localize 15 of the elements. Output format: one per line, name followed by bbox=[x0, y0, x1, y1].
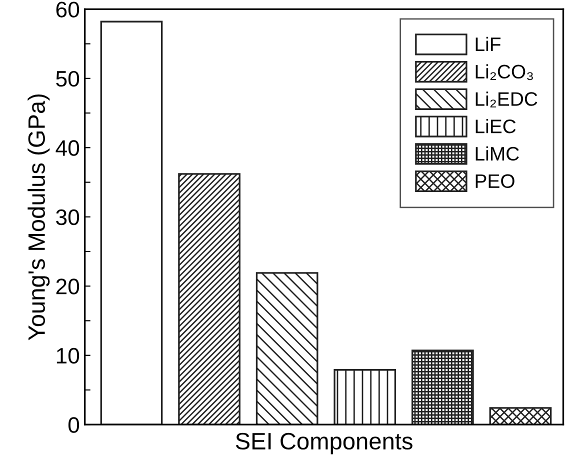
legend-label: LiF bbox=[476, 36, 500, 51]
legend-label: Li₂EDC bbox=[476, 92, 538, 108]
y-tick-label: 30 bbox=[56, 209, 80, 226]
legend-label: LiMC bbox=[476, 146, 519, 161]
y-tick-label: 20 bbox=[56, 278, 80, 294]
legend-label: LiEC bbox=[476, 119, 516, 134]
y-tick-label: 0 bbox=[68, 417, 80, 433]
legend-label: Li₂CO₃ bbox=[476, 64, 533, 80]
x-axis-title: SEI Components bbox=[236, 432, 412, 454]
y-tick-label: 60 bbox=[56, 2, 80, 18]
legend-label: PEO bbox=[476, 174, 514, 188]
y-tick-label: 40 bbox=[56, 140, 80, 156]
y-axis-title: Young's Modulus (GPa) bbox=[28, 94, 50, 340]
y-tick-label: 50 bbox=[56, 70, 80, 87]
y-tick-label: 10 bbox=[56, 348, 80, 364]
